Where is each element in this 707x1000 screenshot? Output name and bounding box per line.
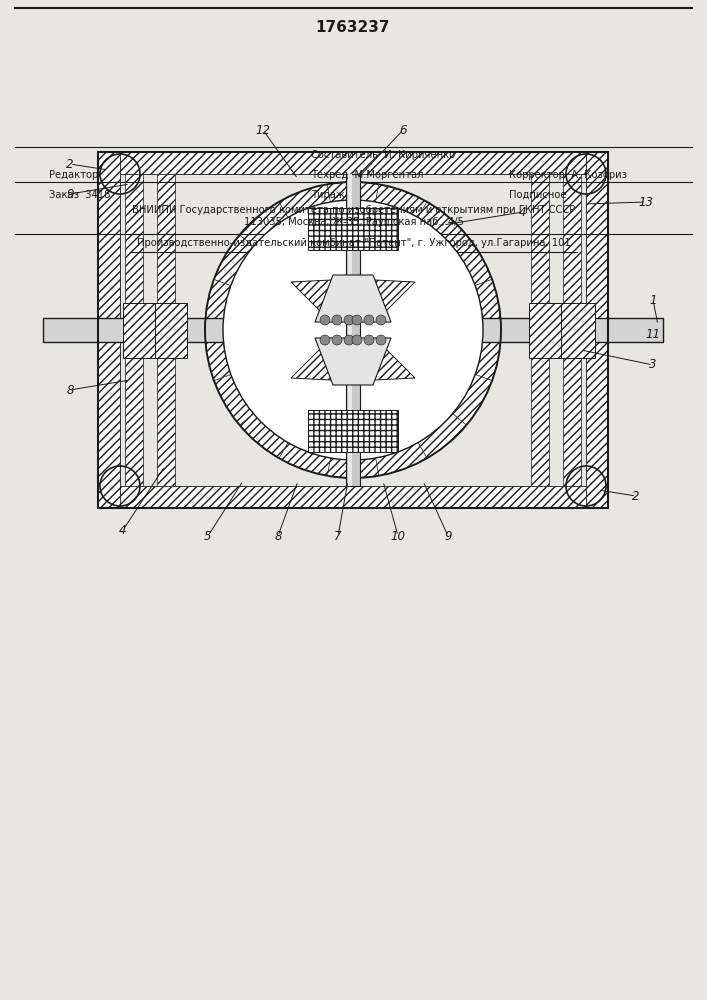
Text: Корректор  А. Козориз: Корректор А. Козориз — [509, 170, 627, 180]
Wedge shape — [452, 374, 492, 425]
Polygon shape — [375, 338, 415, 380]
Text: 10: 10 — [390, 530, 406, 542]
Polygon shape — [315, 275, 391, 322]
Wedge shape — [327, 182, 379, 202]
Bar — [125, 174, 143, 486]
Bar — [123, 303, 157, 358]
Circle shape — [376, 315, 386, 325]
Circle shape — [352, 335, 362, 345]
Text: 8: 8 — [66, 383, 74, 396]
Circle shape — [332, 335, 342, 345]
Text: Тираж: Тираж — [311, 190, 345, 200]
Polygon shape — [315, 338, 391, 385]
Bar — [155, 303, 187, 358]
Bar — [346, 174, 360, 486]
Wedge shape — [205, 279, 231, 330]
Text: 4: 4 — [119, 524, 127, 536]
Text: 1: 1 — [649, 294, 657, 306]
Bar — [529, 303, 561, 358]
Text: 9: 9 — [444, 530, 452, 542]
Text: Заказ  3418: Заказ 3418 — [49, 190, 111, 200]
Text: 1763237: 1763237 — [316, 20, 390, 35]
Polygon shape — [291, 280, 331, 322]
Bar — [308, 208, 398, 250]
Text: 3: 3 — [649, 359, 657, 371]
Text: 7: 7 — [334, 530, 341, 542]
Wedge shape — [240, 202, 288, 246]
Bar — [308, 410, 398, 452]
Text: ВНИИПИ Государственного комитета по изобретениям и открытиям при ГКНТ СССР: ВНИИПИ Государственного комитета по изоб… — [132, 205, 575, 215]
Text: Техред  М.Моргентал: Техред М.Моргентал — [311, 170, 423, 180]
Circle shape — [344, 335, 354, 345]
Wedge shape — [214, 374, 253, 425]
Polygon shape — [291, 338, 331, 380]
Circle shape — [364, 315, 374, 325]
Bar — [531, 174, 549, 486]
Wedge shape — [205, 330, 231, 381]
Bar — [157, 174, 175, 486]
Wedge shape — [452, 235, 492, 286]
Wedge shape — [279, 184, 330, 217]
Bar — [348, 174, 352, 486]
Text: 113035, Москва, Ж-35, Раушская наб., 4/5: 113035, Москва, Ж-35, Раушская наб., 4/5 — [244, 217, 463, 227]
Circle shape — [364, 335, 374, 345]
Text: 2: 2 — [632, 489, 640, 502]
Text: 12: 12 — [255, 123, 271, 136]
Bar — [563, 174, 581, 486]
Bar — [561, 303, 595, 358]
Text: 9: 9 — [66, 188, 74, 200]
Wedge shape — [327, 458, 379, 478]
Text: Подписное: Подписное — [509, 190, 566, 200]
Circle shape — [320, 315, 330, 325]
Circle shape — [352, 315, 362, 325]
Wedge shape — [475, 330, 501, 381]
Wedge shape — [418, 202, 467, 246]
Text: 13: 13 — [638, 196, 653, 209]
Circle shape — [332, 315, 342, 325]
Text: Составитель  И. Кириченко: Составитель И. Кириченко — [311, 150, 455, 160]
Bar — [98, 152, 120, 508]
Bar — [98, 486, 608, 508]
Text: 5: 5 — [204, 530, 212, 542]
Text: Производственно-издательский комбинат "Патент", г. Ужгород, ул.Гагарина, 101: Производственно-издательский комбинат "П… — [136, 238, 571, 248]
Circle shape — [320, 335, 330, 345]
Wedge shape — [279, 443, 330, 476]
Circle shape — [344, 315, 354, 325]
Wedge shape — [375, 184, 427, 217]
Circle shape — [376, 335, 386, 345]
Text: 8: 8 — [274, 530, 282, 542]
Wedge shape — [475, 279, 501, 330]
Text: 4: 4 — [519, 206, 527, 219]
Text: 2: 2 — [66, 157, 74, 170]
Bar — [43, 318, 663, 342]
Text: Редактор: Редактор — [49, 170, 99, 180]
Circle shape — [223, 200, 483, 460]
Wedge shape — [240, 414, 288, 458]
Polygon shape — [375, 280, 415, 322]
Bar — [98, 152, 608, 174]
Bar — [586, 152, 608, 508]
Bar — [98, 152, 608, 508]
Wedge shape — [418, 414, 467, 458]
Wedge shape — [214, 235, 253, 286]
Text: 11: 11 — [645, 328, 660, 342]
Text: 6: 6 — [399, 123, 407, 136]
Wedge shape — [375, 443, 427, 476]
